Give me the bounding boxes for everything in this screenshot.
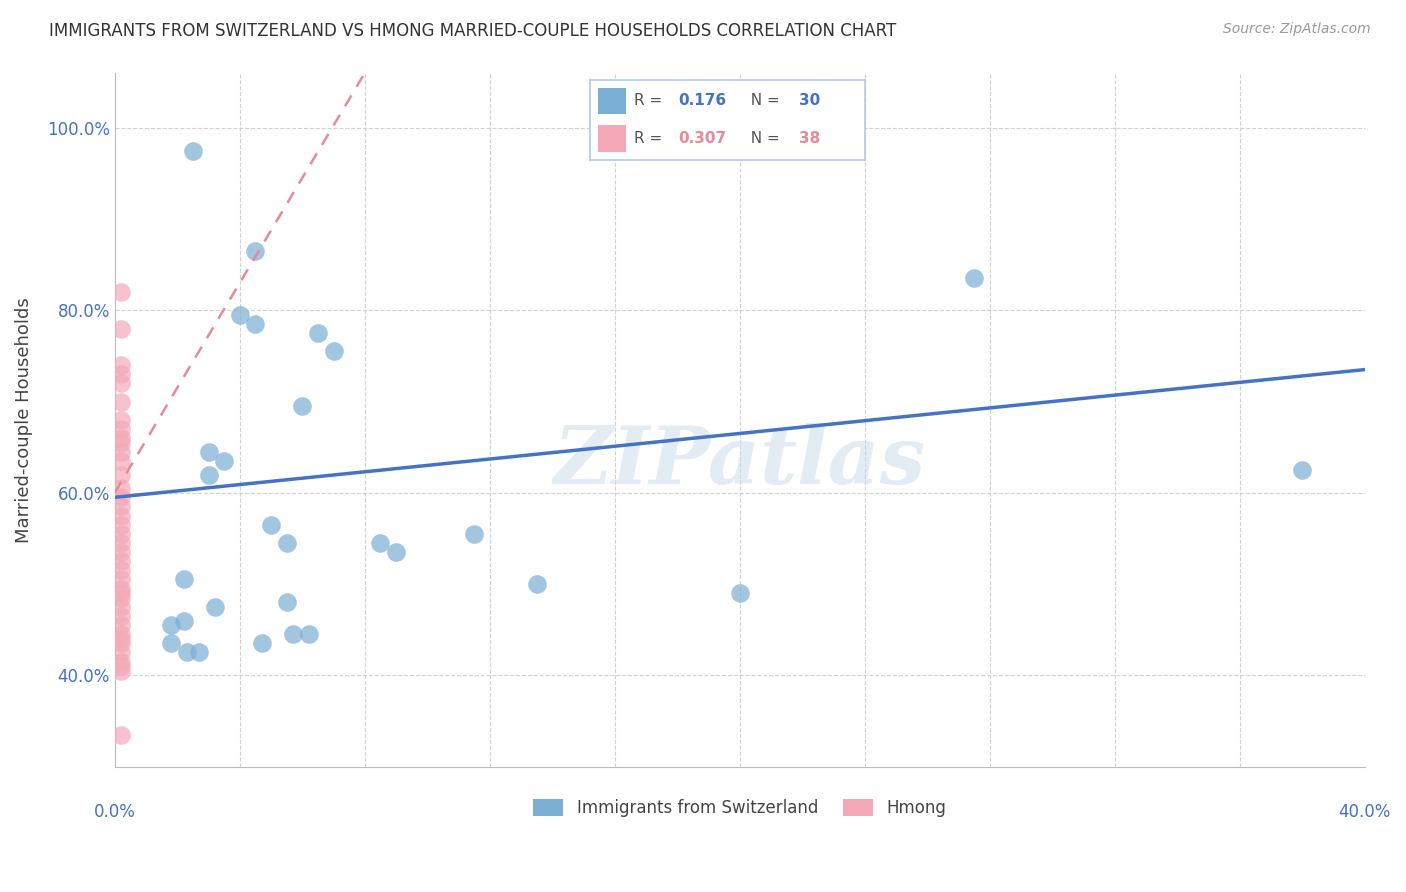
Point [110,664,132,678]
Point [110,467,132,482]
Text: Source: ZipAtlas.com: Source: ZipAtlas.com [1223,22,1371,37]
Point [370,536,392,550]
Point [110,636,132,650]
Point [110,454,132,468]
Point [197,467,219,482]
Point [260,517,283,532]
Point [110,659,132,673]
Point [110,591,132,605]
Y-axis label: Married-couple Households: Married-couple Households [15,297,32,542]
Point [110,586,132,600]
Point [229,308,252,322]
Point [110,444,132,458]
Point [526,577,548,591]
Point [110,599,132,614]
Point [110,481,132,495]
Point [110,358,132,372]
Point [1291,463,1313,477]
Point [307,326,329,340]
Point [110,563,132,577]
Text: 40.0%: 40.0% [1339,803,1391,821]
Point [245,244,267,258]
Point [322,344,344,359]
Point [110,508,132,523]
Point [212,454,235,468]
Point [110,545,132,559]
Point [110,655,132,669]
Point [110,582,132,596]
Point [110,627,132,641]
Point [250,636,273,650]
Point [110,367,132,381]
Point [281,627,304,641]
Point [160,636,183,650]
Text: IMMIGRANTS FROM SWITZERLAND VS HMONG MARRIED-COUPLE HOUSEHOLDS CORRELATION CHART: IMMIGRANTS FROM SWITZERLAND VS HMONG MAR… [49,22,897,40]
Point [110,376,132,391]
Point [728,586,751,600]
Point [110,491,132,505]
Point [188,645,211,659]
Point [110,618,132,632]
Text: 0.0%: 0.0% [94,803,136,821]
Point [110,554,132,568]
Point [963,271,986,285]
Point [110,285,132,299]
Text: ZIPatlas: ZIPatlas [554,423,925,500]
Point [110,435,132,450]
Point [110,413,132,427]
Point [110,431,132,445]
Point [110,728,132,742]
Point [385,545,408,559]
Point [173,614,195,628]
Point [297,627,319,641]
Point [181,144,204,158]
Point [245,317,267,331]
Point [110,500,132,514]
Point [160,618,183,632]
Point [110,526,132,541]
Point [110,394,132,409]
Point [463,526,485,541]
Point [176,645,198,659]
Point [110,321,132,335]
Point [110,517,132,532]
Legend: Immigrants from Switzerland, Hmong: Immigrants from Switzerland, Hmong [527,793,953,824]
Point [110,422,132,436]
Point [110,632,132,646]
Point [291,399,314,413]
Point [110,645,132,659]
Point [110,536,132,550]
Point [276,536,298,550]
Point [204,599,226,614]
Point [110,609,132,624]
Point [276,595,298,609]
Point [110,573,132,587]
Point [197,444,219,458]
Point [173,573,195,587]
